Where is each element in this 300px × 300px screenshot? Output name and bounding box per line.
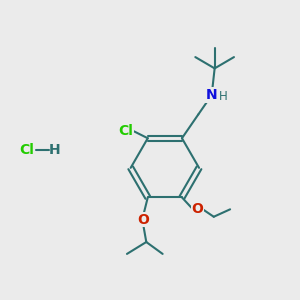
Text: N: N (206, 88, 218, 102)
Text: H: H (49, 143, 61, 157)
Text: Cl: Cl (19, 143, 34, 157)
Text: H: H (219, 90, 228, 103)
Text: O: O (137, 213, 149, 227)
Text: O: O (191, 202, 203, 216)
Text: Cl: Cl (118, 124, 133, 138)
